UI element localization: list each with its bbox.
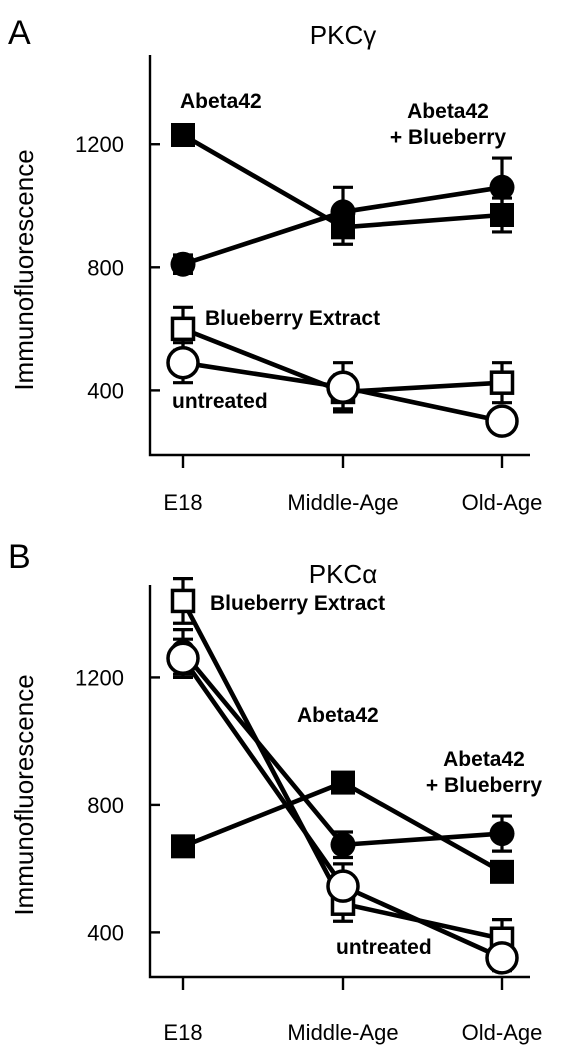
- panel-title: PKCγ: [310, 20, 376, 50]
- data-point-filled-square: [490, 859, 514, 884]
- y-tick-label: 400: [87, 378, 124, 403]
- data-point-open-circle: [485, 404, 519, 438]
- x-tick-label: E18: [163, 490, 202, 515]
- y-axis-label: Immunofluorescence: [9, 149, 39, 390]
- data-point-filled-square: [171, 834, 195, 859]
- series-annotation: Abeta42 + Blueberry: [426, 748, 542, 797]
- annotation-line: Abeta42: [407, 100, 489, 123]
- y-tick-label: 400: [87, 920, 124, 945]
- annotation-line: Blueberry Extract: [205, 307, 380, 330]
- data-point-open-circle: [326, 370, 360, 405]
- series-annotation: Blueberry Extract: [210, 592, 385, 615]
- series-annotation: Blueberry Extract: [205, 307, 380, 330]
- panel-b: B PKCα Immunofluorescence 400 800 1200 E18 M…: [8, 538, 542, 1045]
- x-tick-label: Old-Age: [462, 490, 543, 515]
- y-tick-label: 1200: [75, 132, 124, 157]
- data-point-filled-square: [490, 203, 514, 227]
- annotation-line: Blueberry Extract: [210, 592, 385, 615]
- data-point-open-square: [170, 588, 196, 614]
- axis-frame: [148, 55, 530, 457]
- annotation-line: untreated: [172, 390, 268, 413]
- annotation-line: Abeta42: [180, 90, 262, 113]
- annotation-line: untreated: [336, 936, 432, 959]
- plot-area: 400 800 1200 E18 Middle-Age Old-Age Blueberry …: [75, 577, 543, 1045]
- series-annotation: Abeta42: [297, 704, 379, 727]
- x-tick-label: E18: [163, 1020, 202, 1045]
- x-tick-label: Middle-Age: [287, 490, 398, 515]
- x-tick-label: Middle-Age: [287, 1020, 398, 1045]
- y-tick-label: 800: [87, 255, 124, 280]
- data-point-open-square: [170, 316, 196, 342]
- series-annotation: Abeta42: [180, 90, 262, 113]
- panel-letter: B: [8, 538, 31, 576]
- data-point-open-circle: [166, 345, 200, 380]
- annotation-line: Abeta42: [297, 704, 379, 727]
- data-point-filled-circle: [330, 832, 356, 858]
- panel-a: A PKCγ Immunofluorescence 400 800 1200 E18 M…: [8, 14, 542, 515]
- series-annotation: Abeta42 + Blueberry: [390, 100, 506, 149]
- series-annotation: untreated: [336, 936, 432, 959]
- data-point-open-square: [489, 370, 515, 395]
- panel-title: PKCα: [309, 559, 378, 589]
- annotation-line: + Blueberry: [426, 774, 542, 797]
- data-point-filled-circle: [489, 174, 515, 200]
- data-point-filled-square: [171, 123, 195, 147]
- data-point-filled-circle: [330, 199, 356, 225]
- annotation-line: Abeta42: [443, 748, 525, 771]
- data-point-filled-square: [331, 770, 355, 795]
- data-point-filled-circle: [170, 251, 196, 277]
- data-point-filled-circle: [489, 821, 515, 847]
- x-tick-label: Old-Age: [462, 1020, 543, 1045]
- axis-frame: [148, 585, 530, 979]
- y-tick-label: 1200: [75, 665, 124, 690]
- y-tick-label: 800: [87, 793, 124, 818]
- data-point-open-circle: [326, 869, 360, 903]
- panel-letter: A: [8, 14, 31, 52]
- data-point-open-circle: [166, 641, 200, 676]
- y-axis-label: Immunofluorescence: [9, 674, 39, 915]
- series-annotation: untreated: [172, 390, 268, 413]
- data-point-open-circle: [485, 941, 519, 975]
- annotation-line: + Blueberry: [390, 126, 506, 149]
